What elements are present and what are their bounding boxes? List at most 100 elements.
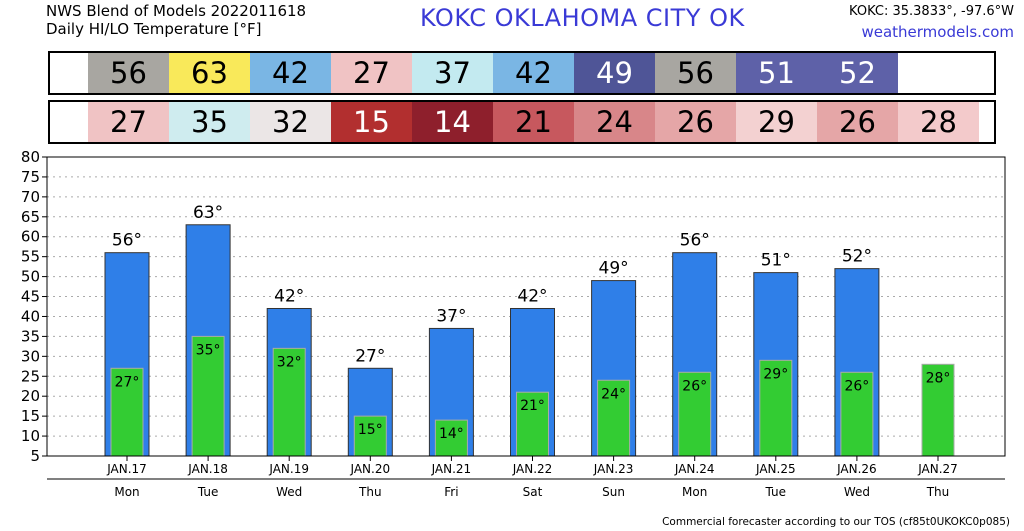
hi_strip-cell: 56	[88, 53, 169, 93]
low-temp-label: 14°	[439, 426, 464, 442]
chart-header: NWS Blend of Models 2022011618 Daily HI/…	[46, 2, 306, 38]
lo_strip-cell: 26	[817, 102, 898, 142]
weekday-label: Thu	[926, 485, 950, 499]
hi_strip-cell: 42	[250, 53, 331, 93]
low-temp-bar	[921, 363, 955, 457]
high-temp-label: 49°	[599, 259, 629, 279]
high-temperature-strip: 56 63 42 27 37 42 49 56 51 52	[48, 51, 996, 95]
high-temp-label: 51°	[761, 251, 791, 271]
low-temp-bar	[516, 391, 549, 457]
high-temp-label: 63°	[193, 203, 223, 223]
high-temp-label: 56°	[112, 231, 142, 251]
x-tick-label: JAN.21	[431, 462, 472, 476]
y-tick-label: 15	[21, 407, 40, 425]
high-temp-label: 42°	[517, 286, 547, 306]
x-tick-label: JAN.25	[755, 462, 796, 476]
weekday-label: Sat	[523, 485, 543, 499]
y-tick-label: 5	[30, 447, 40, 465]
weekday-label: Wed	[844, 485, 870, 499]
x-tick-label: JAN.24	[674, 462, 715, 476]
footer-note: Commercial forecaster according to our T…	[662, 516, 1010, 528]
x-tick-label: JAN.22	[512, 462, 553, 476]
low-temp-label: 28°	[926, 370, 951, 386]
lo_strip-cell: 35	[169, 102, 250, 142]
y-tick-label: 40	[21, 307, 40, 325]
x-tick-label: JAN.18	[187, 462, 228, 476]
high-temp-label: 52°	[842, 247, 872, 267]
lo_strip-cell: 28	[898, 102, 979, 142]
hi_strip-cell: 27	[331, 53, 412, 93]
y-tick-label: 70	[21, 188, 40, 206]
lo_strip-cell: 29	[736, 102, 817, 142]
weekday-label: Sun	[602, 485, 625, 499]
low-temperature-strip: 27 35 32 15 14 21 24 26 29 26 28	[48, 100, 996, 144]
y-tick-label: 50	[21, 268, 40, 286]
lo_strip-cell: 15	[331, 102, 412, 142]
low-temp-bar	[110, 367, 144, 457]
station-title: KOKC OKLAHOMA CITY OK	[420, 4, 745, 32]
y-tick-label: 30	[21, 347, 40, 365]
hi_strip-cell: 37	[412, 53, 493, 93]
variable-title: Daily HI/LO Temperature [°F]	[46, 20, 262, 38]
low-temp-label: 26°	[844, 378, 869, 394]
low-temp-bar	[353, 415, 387, 457]
x-tick-label: JAN.19	[268, 462, 309, 476]
lo_strip-cell: 14	[412, 102, 493, 142]
low-temp-bar	[434, 419, 468, 457]
y-tick-label: 60	[21, 228, 40, 246]
lo_strip-cell: 21	[493, 102, 574, 142]
low-temp-bar	[759, 359, 793, 457]
low-temp-bar	[272, 347, 306, 457]
station-info: KOKC: 35.3833°, -97.6°W weathermodels.co…	[849, 2, 1014, 42]
low-temp-label: 26°	[682, 378, 707, 394]
y-tick-label: 75	[21, 168, 40, 186]
high-temp-label: 56°	[680, 231, 710, 251]
y-tick-label: 20	[21, 387, 40, 405]
site-link[interactable]: weathermodels.com	[861, 23, 1014, 41]
weekday-label: Tue	[197, 485, 219, 499]
y-tick-label: 35	[21, 327, 40, 345]
model-run-title: NWS Blend of Models 2022011618	[46, 2, 307, 20]
station-coordinates: KOKC: 35.3833°, -97.6°W	[849, 4, 1014, 19]
lo_strip-cell: 26	[655, 102, 736, 142]
low-temp-label: 29°	[763, 366, 788, 382]
high-temp-label: 27°	[355, 346, 385, 366]
hi_strip-cell: 51	[736, 53, 817, 93]
hi_strip-cell: 49	[574, 53, 655, 93]
low-temp-label: 35°	[196, 342, 221, 358]
low-temp-label: 27°	[115, 374, 140, 390]
lo_strip-cell: 27	[88, 102, 169, 142]
weekday-label: Thu	[358, 485, 382, 499]
x-tick-label: JAN.23	[593, 462, 634, 476]
lo_strip-cell: 32	[250, 102, 331, 142]
lo_strip-cell: 24	[574, 102, 655, 142]
high-temp-label: 42°	[274, 286, 304, 306]
low-temp-label: 21°	[520, 398, 545, 414]
low-temp-bar	[840, 371, 874, 457]
hi_strip-cell: 42	[493, 53, 574, 93]
y-tick-label: 10	[21, 427, 40, 445]
high-temp-label: 37°	[436, 306, 466, 326]
low-temp-label: 32°	[277, 354, 302, 370]
y-tick-label: 65	[21, 208, 40, 226]
weekday-label: Mon	[682, 485, 707, 499]
low-temp-bar	[678, 371, 712, 457]
x-tick-label: JAN.20	[349, 462, 390, 476]
weekday-label: Fri	[444, 485, 458, 499]
hi_strip-cell: 63	[169, 53, 250, 93]
plot-frame	[46, 156, 1006, 457]
x-tick-label: JAN.26	[836, 462, 877, 476]
y-tick-label: 80	[21, 148, 40, 166]
weekday-label: Tue	[765, 485, 787, 499]
x-tick-label: JAN.27	[917, 462, 958, 476]
y-tick-label: 25	[21, 367, 40, 385]
weekday-label: Mon	[114, 485, 139, 499]
x-tick-label: JAN.17	[106, 462, 147, 476]
low-temp-label: 24°	[601, 386, 626, 402]
low-temp-bar	[597, 379, 631, 457]
hi_strip-cell: 52	[817, 53, 898, 93]
y-tick-label: 45	[21, 288, 40, 306]
low-temp-label: 15°	[358, 422, 383, 438]
weekday-label: Wed	[276, 485, 302, 499]
